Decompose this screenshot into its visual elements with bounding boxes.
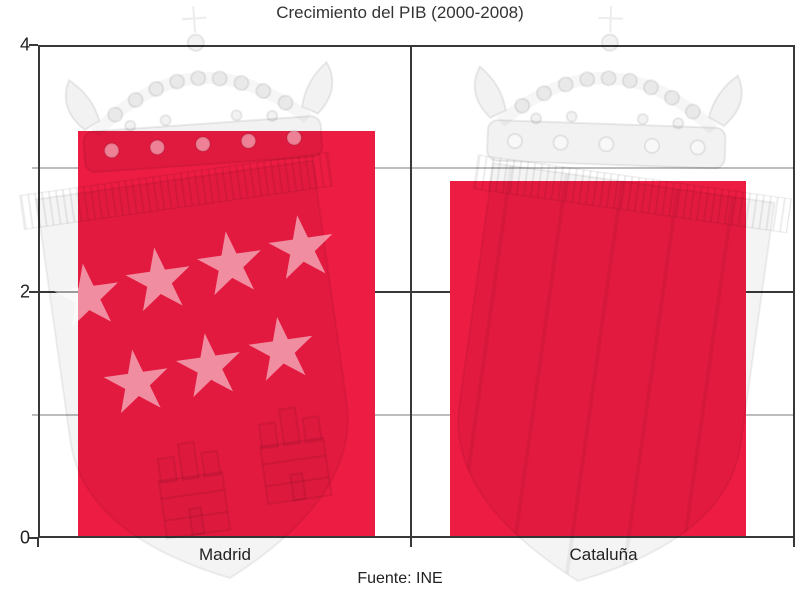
y-axis-tick-1 xyxy=(32,414,38,416)
source-caption: Fuente: INE xyxy=(357,570,443,587)
y-axis-tick-label-2: 2 xyxy=(19,281,30,302)
x-axis-tick-middle xyxy=(410,538,412,547)
chart-title: Crecimiento del PIB (2000-2008) xyxy=(276,3,524,22)
gridline-major-2 xyxy=(38,291,795,293)
category-label-madrid: Madrid xyxy=(199,545,251,564)
y-axis-tick-3 xyxy=(32,167,38,169)
y-axis-tick-0 xyxy=(29,537,38,539)
panel-divider xyxy=(410,45,412,538)
x-axis-tick-right xyxy=(793,538,795,547)
y-axis-tick-label-4: 4 xyxy=(19,34,30,55)
bar-madrid xyxy=(78,131,375,538)
category-label-cataluna: Cataluña xyxy=(569,545,638,564)
gridline-minor-3 xyxy=(38,167,795,169)
y-axis-tick-4 xyxy=(29,44,38,46)
y-axis-tick-2 xyxy=(29,291,38,293)
gridline-minor-1 xyxy=(38,414,795,416)
y-axis-tick-label-0: 0 xyxy=(19,527,30,548)
x-axis-tick-left xyxy=(37,538,39,547)
plot-area xyxy=(38,45,795,538)
bar-cataluna xyxy=(450,181,746,538)
